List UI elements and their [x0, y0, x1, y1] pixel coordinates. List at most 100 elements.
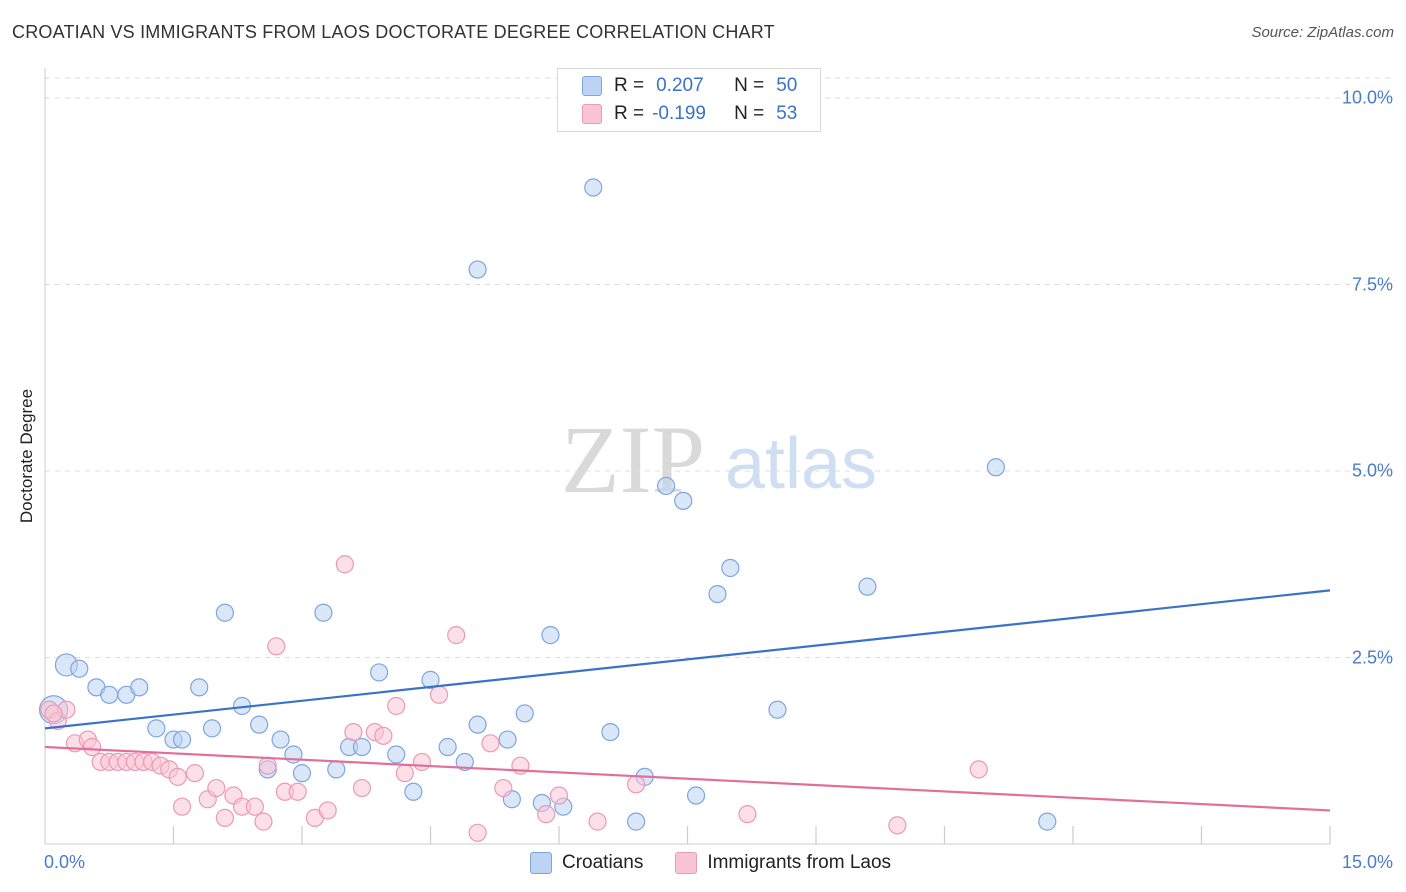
croatians-point: [327, 760, 346, 779]
legend-swatch-laos: [675, 852, 698, 874]
croatians-point: [541, 626, 560, 645]
croatians-point: [202, 719, 222, 738]
croatians-point: [468, 260, 487, 279]
laos-point: [738, 805, 757, 824]
laos-point: [468, 823, 487, 842]
croatians-point: [708, 584, 727, 604]
legend-r-value-croatians: 0.207: [656, 75, 704, 96]
croatians-point: [370, 663, 389, 682]
laos-trend-line: [44, 745, 1331, 812]
laos-point: [207, 778, 226, 798]
croatians-point: [215, 603, 234, 622]
croatians-point: [986, 458, 1006, 477]
legend-label-laos: Immigrants from Laos: [707, 852, 892, 873]
laos-point: [374, 726, 393, 745]
y-tick-label: 10.0%: [1341, 87, 1393, 108]
legend-row-laos: R = -0.199 N = 53: [582, 102, 797, 126]
laos-point: [588, 812, 607, 831]
croatians-point: [421, 670, 440, 689]
legend-row-croatians: R = 0.207 N = 50: [582, 74, 797, 98]
croatians-point: [656, 476, 676, 496]
laos-point: [969, 760, 988, 779]
laos-point: [352, 778, 372, 798]
legend-label-croatians: Croatians: [562, 852, 644, 873]
laos-point: [318, 801, 337, 820]
croatians-point: [626, 812, 646, 831]
laos-point: [168, 767, 187, 786]
croatians-point: [468, 715, 487, 734]
y-tick-label: 7.5%: [1351, 274, 1393, 294]
croatians-point: [100, 685, 119, 704]
croatians-point: [147, 719, 166, 738]
croatians-point: [674, 491, 693, 510]
croatians-point: [498, 730, 517, 749]
x-tick-label-min: 0.0%: [44, 852, 86, 872]
laos-point: [245, 797, 264, 816]
legend-n-value-laos: 53: [776, 103, 798, 124]
legend-n-label: N =: [734, 75, 765, 96]
correlation-legend: R = 0.207 N = 50 R = -0.199 N = 53: [557, 68, 821, 132]
croatians-point: [768, 700, 787, 719]
laos-point: [288, 782, 307, 801]
croatians-point: [404, 782, 423, 801]
laos-point: [549, 786, 569, 805]
croatians-point: [686, 786, 706, 805]
legend-item-laos[interactable]: Immigrants from Laos: [675, 852, 891, 874]
chart-title: CROATIAN VS IMMIGRANTS FROM LAOS DOCTORA…: [12, 22, 775, 42]
croatians-point: [455, 752, 474, 772]
legend-n-label: N =: [734, 103, 765, 124]
laos-point: [447, 626, 466, 645]
laos-point: [185, 764, 205, 783]
croatians-point: [292, 764, 312, 783]
croatians-point: [584, 178, 603, 197]
laos-point: [258, 756, 277, 775]
legend-n-value-croatians: 50: [776, 75, 798, 96]
legend-item-croatians[interactable]: Croatians: [530, 852, 643, 874]
croatians-point: [271, 730, 290, 749]
legend-swatch-laos: [582, 104, 602, 124]
legend-r-value-laos: -0.199: [652, 103, 706, 124]
croatians-point: [190, 678, 209, 697]
croatians-point: [314, 603, 333, 622]
croatians-point: [130, 678, 149, 697]
laos-point: [344, 722, 363, 742]
laos-point: [481, 734, 500, 753]
laos-point: [412, 752, 432, 772]
laos-point: [83, 737, 102, 757]
laos-point: [494, 778, 513, 798]
croatians-trend-line: [44, 589, 1331, 730]
laos-point: [429, 685, 449, 704]
croatians-point: [721, 558, 740, 578]
legend-swatch-croatians: [530, 852, 552, 874]
laos-point: [387, 696, 406, 716]
laos-point: [537, 805, 556, 824]
laos-point: [626, 775, 646, 794]
y-tick-label: 5.0%: [1351, 460, 1393, 481]
laos-point: [172, 797, 192, 816]
croatians-point: [250, 715, 269, 734]
x-tick-label-max: 15.0%: [1341, 852, 1393, 872]
croatians-point: [172, 730, 192, 749]
y-tick-label: 2.5%: [1351, 647, 1393, 667]
croatians-point: [601, 722, 620, 742]
watermark-atlas: atlas: [725, 424, 877, 504]
laos-point: [888, 816, 907, 835]
croatians-point: [70, 659, 89, 678]
croatians-point: [387, 745, 406, 764]
laos-point: [254, 812, 273, 831]
laos-point: [267, 637, 286, 656]
croatians-point: [438, 737, 457, 757]
croatians-point: [352, 737, 372, 757]
laos-point: [215, 808, 234, 827]
series-legend: Croatians Immigrants from Laos: [530, 852, 923, 874]
legend-swatch-croatians: [582, 76, 602, 96]
croatians-point: [858, 577, 877, 596]
legend-r-label: R =: [614, 103, 645, 124]
legend-r-label: R =: [614, 75, 645, 96]
croatians-point: [515, 704, 534, 723]
laos-point: [44, 704, 63, 723]
source-label: Source: ZipAtlas.com: [1251, 24, 1394, 41]
laos-point: [335, 555, 354, 574]
croatians-point: [1038, 812, 1057, 831]
